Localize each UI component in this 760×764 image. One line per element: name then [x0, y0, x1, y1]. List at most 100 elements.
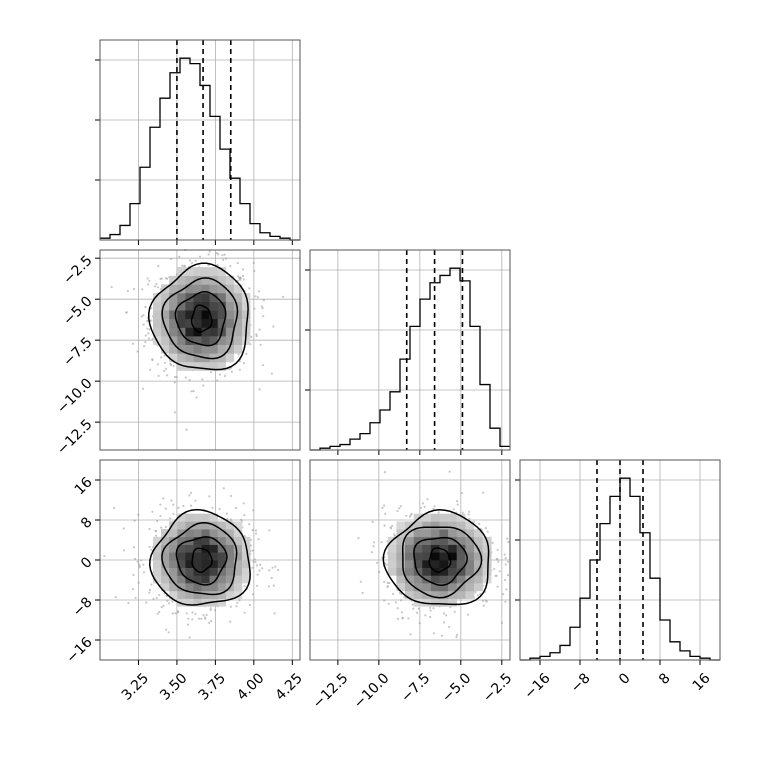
scatter-point — [148, 545, 151, 549]
density-cell — [217, 336, 227, 345]
scatter-point — [260, 305, 264, 308]
density-cell — [153, 293, 162, 302]
scatter-point — [146, 277, 149, 280]
density-cell — [217, 567, 227, 576]
scatter-point — [160, 606, 163, 609]
scatter-point — [157, 374, 160, 377]
contour-line — [401, 526, 483, 599]
scatter-point — [208, 621, 211, 625]
scatter-point — [158, 593, 161, 597]
scatter-point — [185, 428, 188, 431]
scatter-point — [144, 305, 147, 309]
density-cell — [233, 310, 243, 320]
density-cell — [439, 529, 449, 538]
density-cell — [177, 590, 186, 599]
scatter-point — [423, 505, 426, 508]
scatter-point — [132, 573, 135, 577]
scatter-point — [495, 557, 498, 561]
scatter-point — [491, 541, 494, 545]
scatter-point — [383, 580, 386, 584]
density-cell — [242, 310, 251, 320]
density-cell — [209, 536, 218, 545]
scatter-point — [163, 354, 166, 357]
density-cell — [169, 336, 178, 345]
scatter-point — [148, 588, 151, 592]
scatter-point — [242, 502, 245, 505]
density-cell — [465, 544, 475, 553]
density-cell — [217, 552, 227, 561]
density-cell — [193, 598, 202, 607]
density-cell — [413, 544, 423, 553]
scatter-point — [468, 510, 471, 513]
density-cell — [439, 552, 449, 561]
scatter-point — [133, 519, 136, 522]
scatter-point — [482, 491, 485, 494]
scatter-point — [177, 506, 180, 509]
scatter-point — [168, 602, 171, 605]
density-cell — [217, 310, 227, 320]
y-tick-label: −5.0 — [60, 294, 95, 329]
scatter-point — [218, 373, 221, 376]
density-cell — [225, 567, 235, 576]
density-cell — [430, 529, 440, 538]
scatter-point — [156, 612, 159, 615]
density-cell — [177, 513, 186, 522]
scatter-point — [248, 523, 251, 526]
density-cell — [177, 284, 186, 294]
x-tick-label: 0 — [616, 670, 634, 688]
density-cell — [201, 310, 210, 320]
density-cell — [242, 560, 251, 568]
scatter-point — [503, 553, 506, 556]
density-cell — [201, 513, 210, 522]
density-cell — [233, 575, 243, 584]
scatter-point — [253, 558, 256, 561]
scatter-point — [171, 612, 174, 615]
scatter-point — [190, 390, 193, 393]
scatter-point — [134, 557, 137, 561]
scatter-point — [209, 608, 212, 612]
density-cell — [448, 590, 457, 599]
scatter-point — [228, 368, 231, 371]
density-cell — [396, 521, 406, 530]
scatter-point — [270, 576, 273, 580]
scatter-point — [230, 494, 233, 498]
density-cell — [193, 560, 202, 568]
scatter-point — [238, 368, 241, 371]
scatter-point — [222, 258, 225, 261]
density-cell — [177, 575, 186, 584]
scatter-point — [218, 507, 221, 511]
density-cell — [185, 598, 194, 607]
scatter-point — [418, 622, 421, 625]
density-cell — [177, 301, 186, 311]
contour-line — [382, 509, 490, 606]
scatter-point — [258, 388, 261, 391]
density-cell — [217, 536, 227, 545]
density-cell — [396, 560, 406, 568]
density-cell — [217, 284, 227, 294]
scatter-point — [252, 509, 255, 512]
density-cell — [169, 275, 178, 285]
scatter-point — [194, 612, 197, 616]
scatter-point — [226, 517, 229, 520]
density-cell — [209, 301, 218, 311]
scatter-point — [496, 548, 499, 551]
scatter-point — [157, 264, 160, 268]
scatter-point — [242, 362, 246, 365]
scatter-point — [166, 277, 169, 280]
scatter-point — [201, 378, 204, 381]
density-cell — [185, 267, 194, 276]
density-cell — [169, 318, 178, 328]
density-cell — [456, 583, 466, 592]
scatter-point — [443, 612, 446, 615]
scatter-point — [241, 274, 244, 278]
density-cell — [482, 560, 492, 568]
scatter-point — [192, 390, 195, 393]
scatter-point — [210, 619, 213, 623]
density-cell — [209, 575, 218, 584]
scatter-point — [191, 618, 194, 621]
density-cell — [177, 267, 186, 276]
scatter-point — [261, 307, 264, 310]
density-cell — [225, 293, 235, 302]
density-cell — [439, 598, 449, 607]
x-tick-label: −5.0 — [439, 670, 474, 705]
